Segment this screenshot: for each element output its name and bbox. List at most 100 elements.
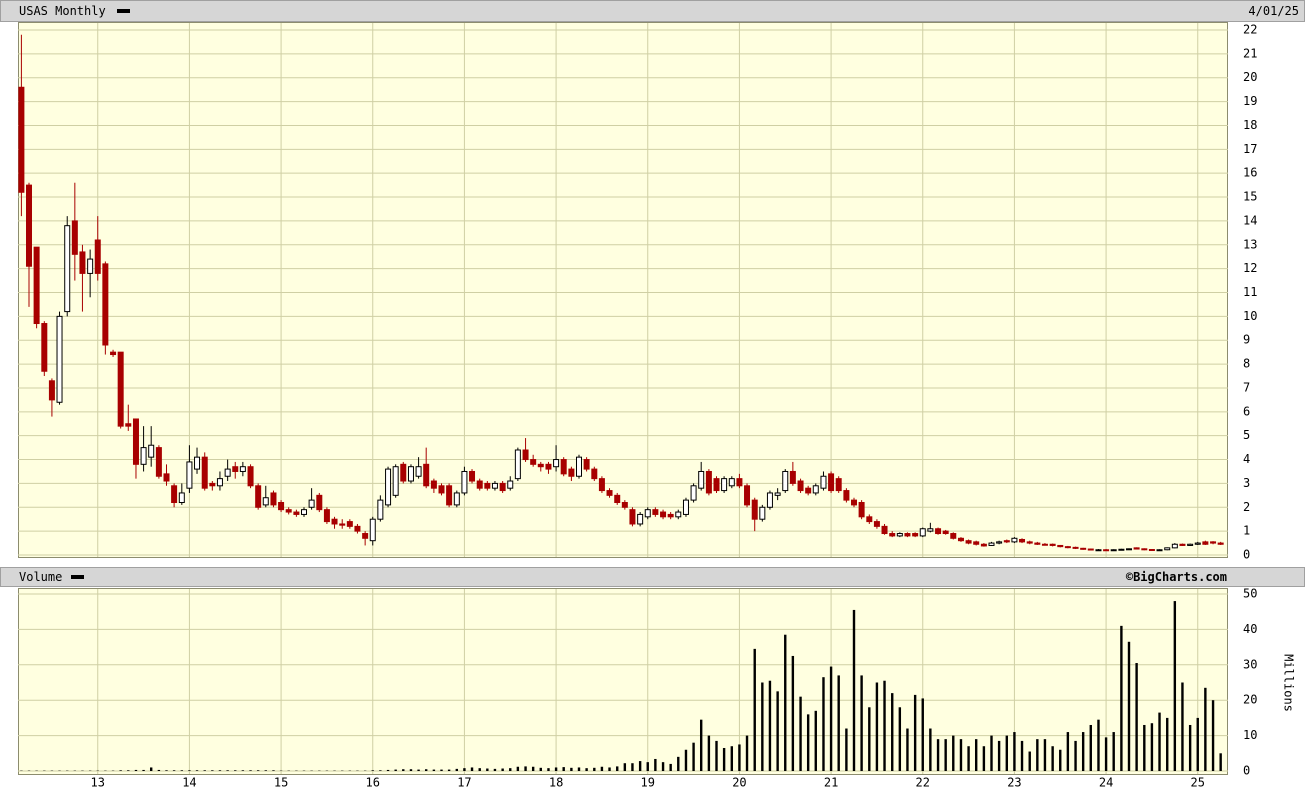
candle-body (942, 530, 949, 535)
volume-bar (264, 770, 267, 771)
candle-body (499, 482, 506, 492)
volume-bar (417, 769, 420, 771)
x-tick-label: 15 (274, 776, 288, 790)
volume-bar (623, 763, 627, 771)
candle-body (973, 541, 980, 545)
volume-bar (745, 735, 749, 771)
candle-body (660, 511, 667, 518)
candle-body (491, 482, 498, 489)
candle-body (812, 485, 819, 494)
candle-body (102, 263, 109, 346)
candle-body (1080, 547, 1087, 550)
candle-body (369, 518, 376, 542)
volume-bar (1028, 751, 1031, 771)
volume-bar (967, 746, 970, 771)
candle-body (1026, 541, 1033, 544)
candle-body (407, 466, 414, 482)
candle-body (1164, 547, 1171, 551)
y-tick-label: 0 (1243, 764, 1250, 778)
volume-bar (509, 768, 512, 771)
candle-body (1194, 542, 1201, 545)
candle-body (1156, 549, 1163, 552)
volume-bar (1127, 641, 1131, 771)
candle-body (117, 351, 124, 427)
volume-panel (18, 588, 1228, 775)
y-tick-label: 5 (1243, 428, 1250, 442)
candle-body (675, 511, 682, 518)
volume-bar (570, 767, 573, 771)
volume-bar (654, 758, 657, 771)
volume-title: Volume (19, 570, 62, 584)
volume-bar (1059, 749, 1062, 771)
candle-body (652, 509, 659, 515)
volume-bar (478, 768, 481, 771)
volume-bar (730, 746, 734, 771)
candle-body (216, 478, 223, 487)
candle-body (591, 468, 598, 480)
volume-bar (165, 770, 168, 771)
volume-bar (860, 675, 863, 771)
volume-bar (577, 767, 581, 771)
volume-bar (1112, 732, 1115, 771)
volume-bar (990, 735, 993, 771)
candle-body (377, 499, 384, 520)
volume-bar (1173, 601, 1177, 771)
y-tick-label: 20 (1243, 70, 1257, 84)
candle-body (698, 470, 705, 489)
volume-bar (600, 766, 604, 771)
candle-body (858, 502, 865, 518)
candle-body (1141, 548, 1148, 551)
candle-body (828, 473, 835, 492)
volume-bar (982, 746, 986, 771)
candle-body (232, 466, 239, 472)
candle-body (766, 492, 773, 508)
candle-body (759, 506, 766, 520)
candle-body (125, 423, 132, 427)
candle-body (323, 509, 330, 523)
volume-bar (692, 742, 695, 771)
volume-bar (486, 768, 489, 771)
volume-bar (1143, 724, 1146, 771)
volume-bar (684, 749, 688, 771)
volume-bar (936, 739, 940, 771)
volume-bar (593, 767, 596, 771)
candle-body (637, 513, 644, 525)
volume-bar (562, 767, 565, 771)
candle-body (736, 478, 743, 487)
candle-body (1217, 542, 1224, 545)
volume-bar (1120, 625, 1123, 771)
y-tick-label: 13 (1243, 237, 1257, 251)
volume-bar (241, 770, 245, 771)
candle-body (576, 456, 582, 477)
volume-axis-label: Millions (1282, 654, 1296, 712)
volume-bar (157, 769, 161, 771)
candle-body (629, 509, 636, 525)
candle-body (339, 523, 346, 526)
chart-title: USAS Monthly (19, 4, 106, 18)
candle-body (278, 502, 285, 511)
volume-bar (149, 767, 153, 771)
y-tick-label: 12 (1243, 261, 1257, 275)
y-tick-label: 16 (1243, 166, 1257, 180)
date-label: 4/01/25 (1248, 4, 1299, 18)
candle-body (713, 478, 720, 492)
y-tick-label: 10 (1243, 728, 1257, 742)
candle-body (392, 466, 399, 496)
candle-body (186, 461, 193, 489)
volume-bar (455, 768, 459, 771)
volume-bar (432, 769, 436, 771)
header-bar (0, 0, 1305, 22)
volume-header-bar (0, 567, 1305, 587)
candle-body (667, 513, 674, 518)
volume-bar (1036, 739, 1039, 771)
volume-bar (921, 698, 924, 771)
volume-bar (677, 756, 680, 771)
candle-body (896, 533, 903, 537)
volume-bar (203, 770, 206, 771)
candle-body (1148, 549, 1155, 552)
volume-bar (386, 769, 390, 771)
candle-body (1110, 549, 1117, 552)
candle-body (553, 459, 560, 468)
volume-bar (669, 763, 672, 771)
volume-bar (463, 768, 466, 771)
